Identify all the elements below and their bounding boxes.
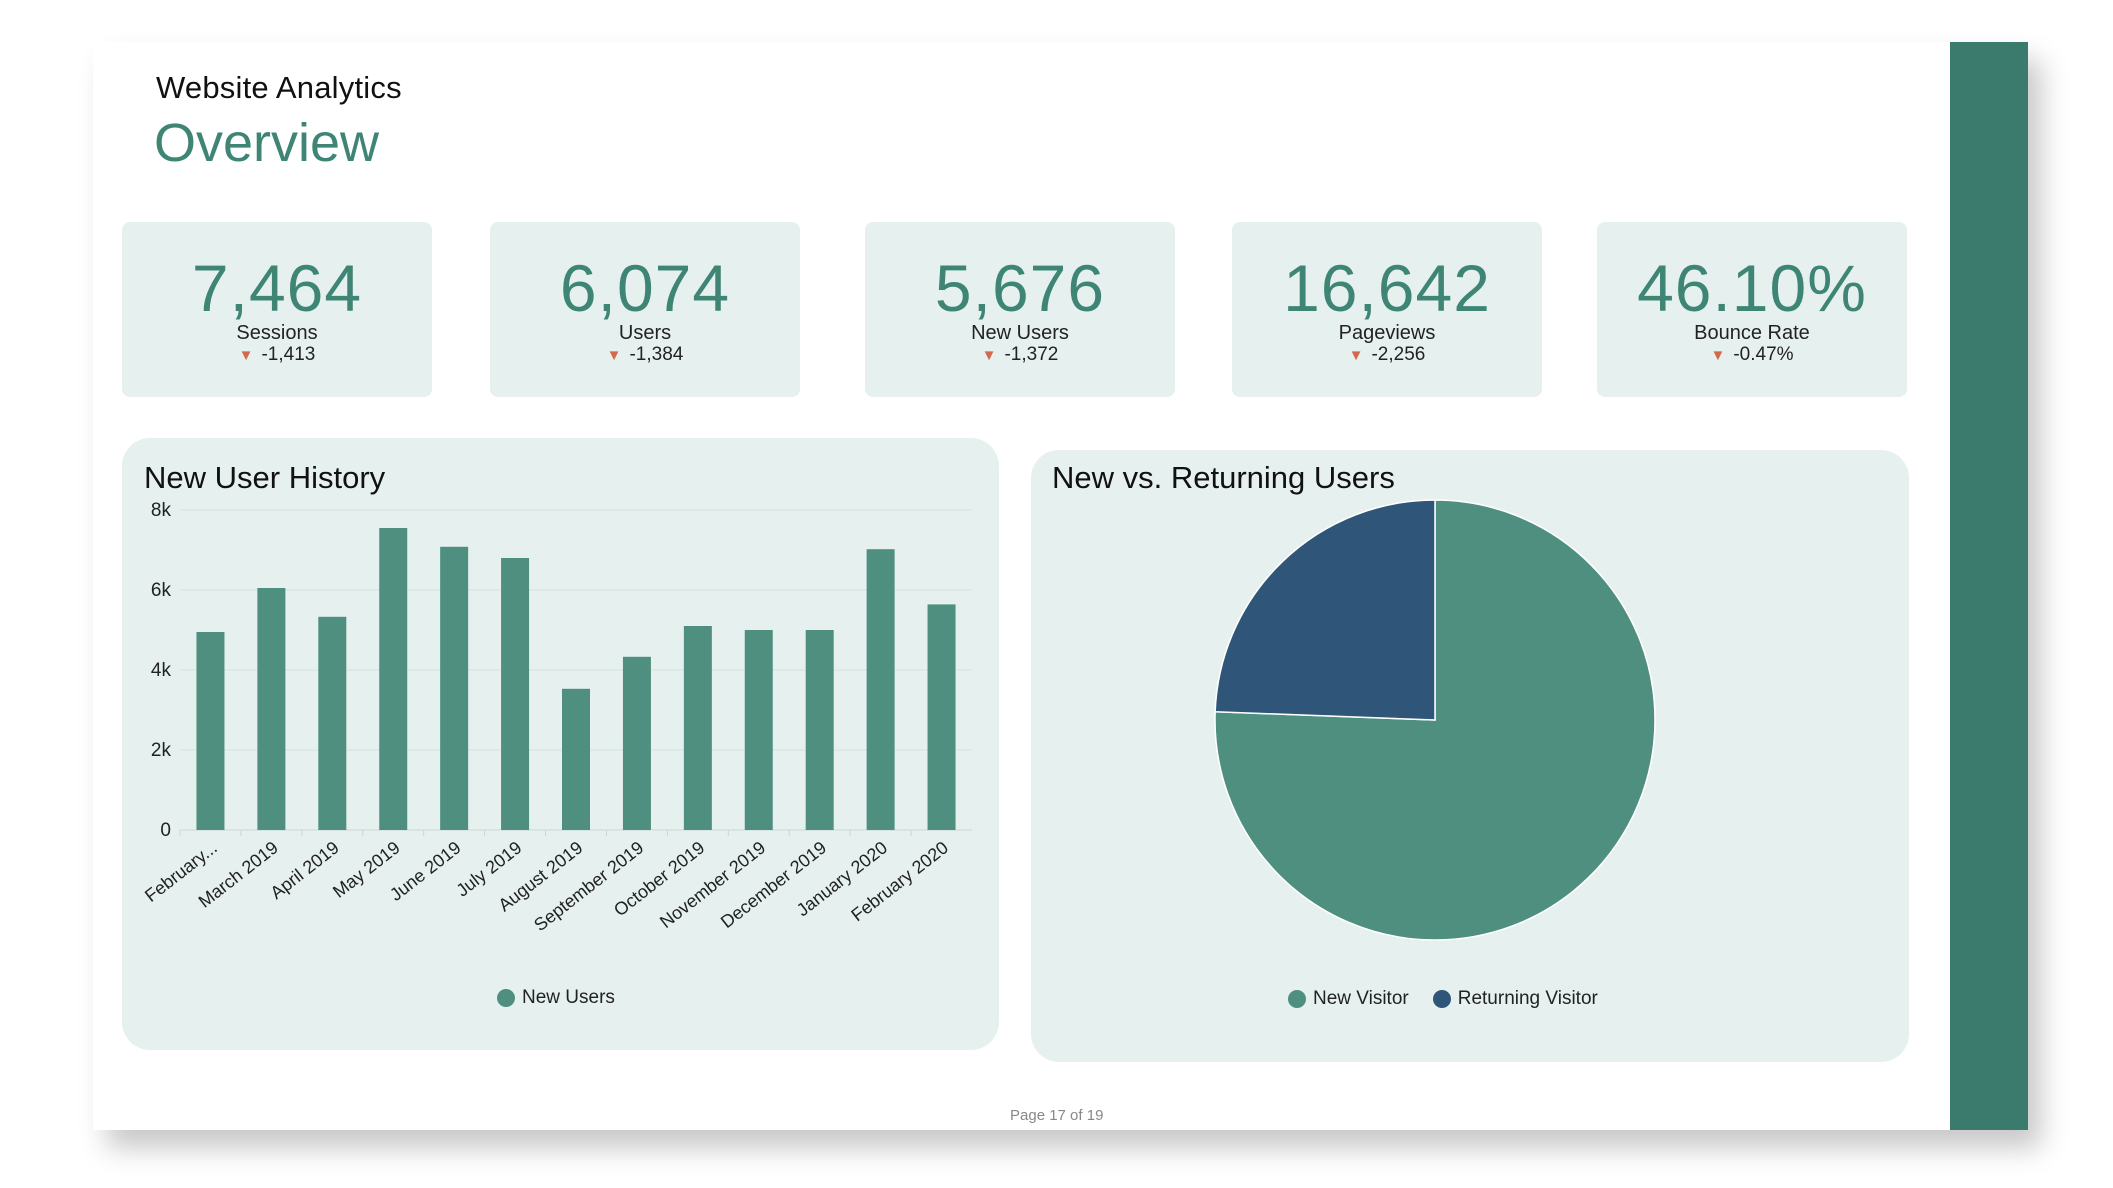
legend-label: New Users: [522, 987, 615, 1008]
y-tick-label: 4k: [151, 660, 172, 681]
kpi-label: New Users: [971, 322, 1069, 344]
kpi-delta-value: -1,413: [261, 344, 316, 365]
kpi-delta-value: -2,256: [1371, 344, 1426, 365]
down-arrow-icon: ▼: [606, 347, 622, 364]
page-number: Page 17 of 19: [1010, 1107, 1104, 1124]
bar: [318, 616, 347, 830]
kpi-delta-value: -1,372: [1004, 344, 1059, 365]
kpi-delta: ▼ -2,256: [1232, 344, 1542, 366]
down-arrow-icon: ▼: [1348, 347, 1364, 364]
x-tick-label: September 2019: [530, 837, 647, 935]
bar: [927, 604, 956, 830]
down-arrow-icon: ▼: [981, 347, 997, 364]
kpi-delta-value: -0.47%: [1733, 344, 1794, 365]
bar: [744, 630, 773, 830]
kpi-value: 46.10%: [1637, 251, 1867, 325]
kpi-card-bounce-rate[interactable]: 46.10% Bounce Rate ▼ -0.47%: [1597, 222, 1907, 397]
legend-dot: [1432, 990, 1451, 1008]
kpi-card-pageviews[interactable]: 16,642 Pageviews ▼ -2,256: [1232, 222, 1542, 397]
pie-chart-legend: New Visitor Returning Visitor: [1288, 988, 1622, 1010]
bar-chart-title: New User History: [144, 460, 386, 495]
kpi-label: Pageviews: [1338, 322, 1436, 344]
y-tick-label: 6k: [151, 580, 172, 601]
y-tick-label: 8k: [151, 500, 172, 521]
bar: [501, 558, 530, 830]
y-tick-label: 2k: [151, 740, 172, 761]
kpi-value: 16,642: [1283, 251, 1491, 325]
kpi-card-new-users[interactable]: 5,676 New Users ▼ -1,372: [865, 222, 1175, 397]
legend-label: New Visitor: [1313, 988, 1409, 1009]
legend-dot: [1288, 990, 1306, 1008]
kpi-label: Users: [618, 322, 672, 344]
bar: [622, 656, 651, 830]
kpi-delta: ▼ -1,372: [865, 344, 1175, 366]
kpi-delta-value: -1,384: [629, 344, 684, 365]
legend-item-returning-visitor[interactable]: Returning Visitor: [1432, 988, 1598, 1010]
legend-item-new-users[interactable]: New Users: [497, 987, 615, 1009]
side-accent-bar: [1950, 42, 2028, 1130]
kpi-value: 7,464: [191, 251, 363, 325]
bar: [196, 632, 225, 830]
x-tick-label: December 2019: [717, 837, 830, 932]
kpi-label: Sessions: [236, 322, 318, 344]
bar: [805, 630, 834, 830]
bar: [683, 626, 712, 830]
x-tick-label: April 2019: [267, 837, 343, 903]
x-tick-label: November 2019: [656, 837, 769, 932]
down-arrow-icon: ▼: [1710, 347, 1726, 364]
pie-slice: [1214, 499, 1436, 721]
page-title: Overview: [154, 113, 380, 173]
kpi-value: 6,074: [559, 251, 731, 325]
kpi-value: 5,676: [934, 251, 1106, 325]
down-arrow-icon: ▼: [238, 347, 254, 364]
kpi-label: Bounce Rate: [1694, 322, 1810, 344]
legend-label: Returning Visitor: [1457, 988, 1598, 1009]
kpi-card-users[interactable]: 6,074 Users ▼ -1,384: [490, 222, 800, 397]
bar-chart-legend: New Users: [497, 987, 639, 1009]
y-tick-label: 0: [160, 820, 171, 841]
pie-chart-title: New vs. Returning Users: [1052, 460, 1395, 495]
bar: [440, 546, 469, 830]
bar: [379, 528, 408, 830]
legend-item-new-visitor[interactable]: New Visitor: [1288, 988, 1409, 1010]
kpi-card-sessions[interactable]: 7,464 Sessions ▼ -1,413: [122, 222, 432, 397]
report-subtitle: Website Analytics: [156, 70, 402, 105]
kpi-delta: ▼ -0.47%: [1597, 344, 1907, 366]
kpi-delta: ▼ -1,384: [490, 344, 800, 366]
bar: [257, 588, 286, 830]
bar: [866, 549, 895, 830]
pie-chart: [1214, 499, 1656, 941]
kpi-delta: ▼ -1,413: [122, 344, 432, 366]
legend-dot: [497, 989, 515, 1007]
bar: [562, 688, 590, 830]
